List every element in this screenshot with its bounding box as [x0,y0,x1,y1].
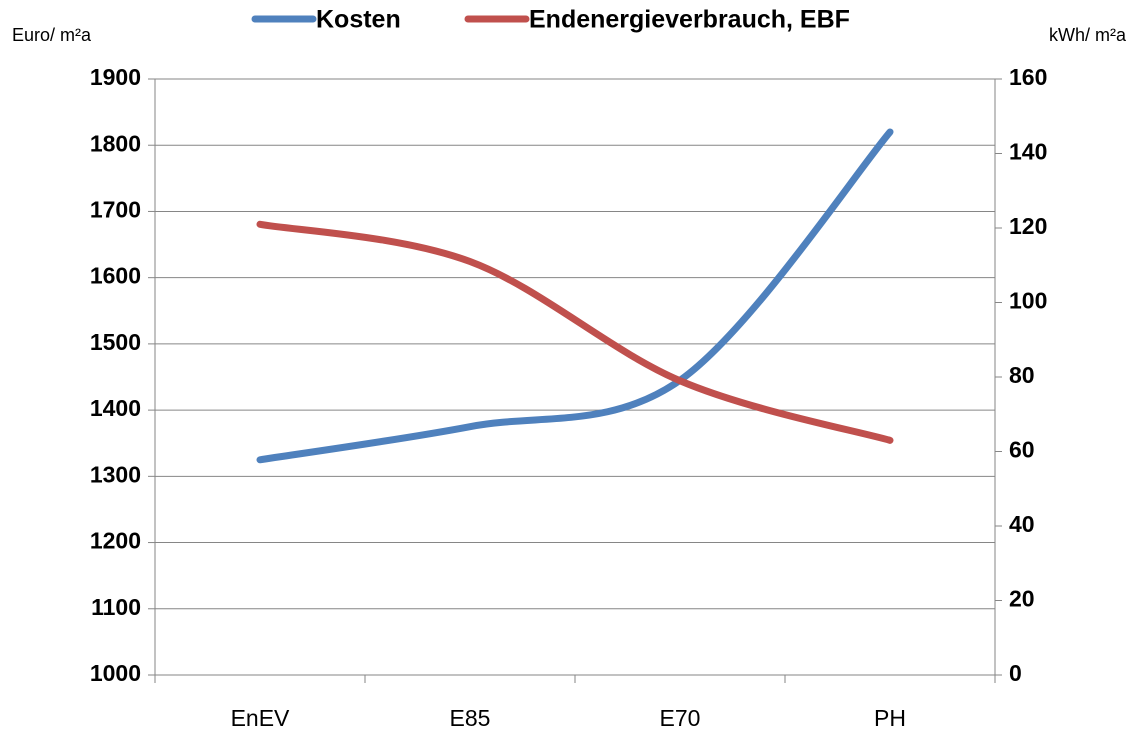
y-tick-label: 1400 [90,395,141,421]
y2-tick-label: 20 [1009,586,1035,612]
y-tick-label: 1900 [90,64,141,90]
y-tick-label: 1300 [90,461,141,487]
legend-label: Endenergieverbrauch, EBF [529,6,850,34]
y2-tick-label: 160 [1009,64,1047,90]
legend-label: Kosten [316,6,401,34]
y2-tick-label: 100 [1009,288,1047,314]
y2-tick-label: 40 [1009,511,1035,537]
y2-axis-label: kWh/ m²a [1049,25,1127,45]
y-tick-label: 1600 [90,263,141,289]
y-tick-label: 1800 [90,130,141,156]
x-tick-label: E85 [450,705,491,731]
y-tick-label: 1700 [90,197,141,223]
y-tick-label: 1000 [90,660,141,686]
x-tick-label: EnEV [231,705,290,731]
y2-tick-label: 140 [1009,139,1047,165]
y2-tick-label: 120 [1009,213,1047,239]
line-series [256,220,894,444]
y-tick-label: 1500 [90,329,141,355]
y-tick-label: 1200 [90,528,141,554]
x-tick-label: PH [874,705,906,731]
y2-tick-label: 0 [1009,660,1022,686]
x-tick-label: E70 [660,705,701,731]
y2-tick-label: 60 [1009,437,1035,463]
y-axis-label: Euro/ m²a [12,25,92,45]
y-tick-label: 1100 [91,594,141,620]
line-series [256,128,894,464]
y2-tick-label: 80 [1009,362,1035,388]
